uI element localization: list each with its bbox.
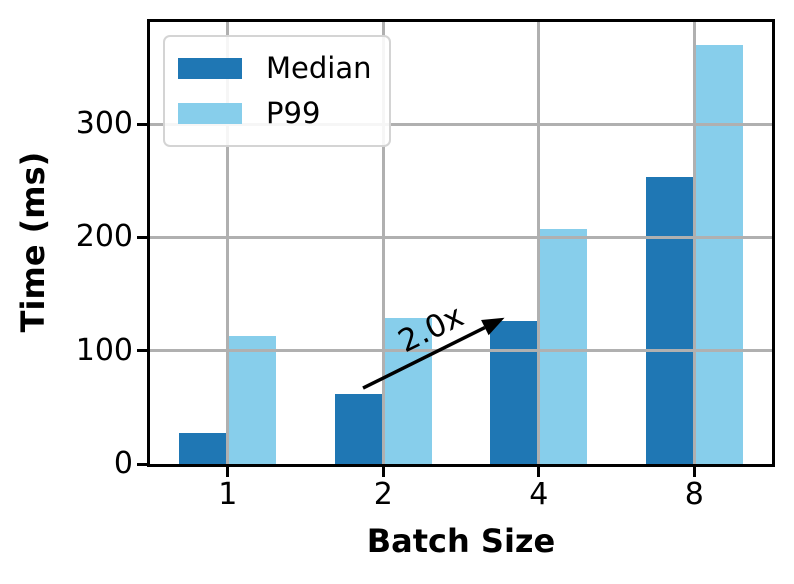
y-tick-mark-200 [137,235,147,239]
x-tick-mark-8 [692,467,696,477]
x-tick-label-4: 4 [529,477,549,512]
bar-p99-batch-4 [540,229,588,464]
bar-median-batch-2 [334,393,382,464]
x-tick-mark-4 [537,467,541,477]
legend-entry-p99: P99 [178,91,371,136]
legend-entry-median: Median [178,46,371,91]
x-tick-label-8: 8 [684,477,704,512]
bar-p99-batch-1 [229,335,277,464]
x-axis-label: Batch Size [366,522,556,560]
legend-label-median: Median [266,51,372,85]
bar-p99-batch-8 [695,44,743,464]
bar-median-batch-1 [179,433,227,464]
y-tick-label-200: 200 [75,219,133,255]
x-tick-mark-2 [381,467,385,477]
x-tick-label-1: 1 [218,477,238,512]
plot-area: 2.0x Median P99 [147,19,775,467]
x-tick-mark-1 [226,467,230,477]
x-tick-label-2: 2 [373,477,393,512]
y-tick-label-100: 100 [75,332,133,368]
bar-median-batch-4 [490,321,538,464]
y-tick-label-0: 0 [113,446,133,481]
bars-layer [150,22,772,464]
bar-median-batch-8 [645,177,693,464]
bar-p99-batch-2 [384,317,432,464]
legend-swatch-median [178,58,242,79]
y-tick-label-300: 300 [75,106,133,141]
y-tick-mark-300 [137,122,147,126]
legend: Median P99 [163,35,392,147]
legend-label-p99: P99 [266,96,321,130]
y-tick-mark-0 [137,462,147,466]
y-tick-mark-100 [137,349,147,353]
legend-swatch-p99 [178,103,242,124]
